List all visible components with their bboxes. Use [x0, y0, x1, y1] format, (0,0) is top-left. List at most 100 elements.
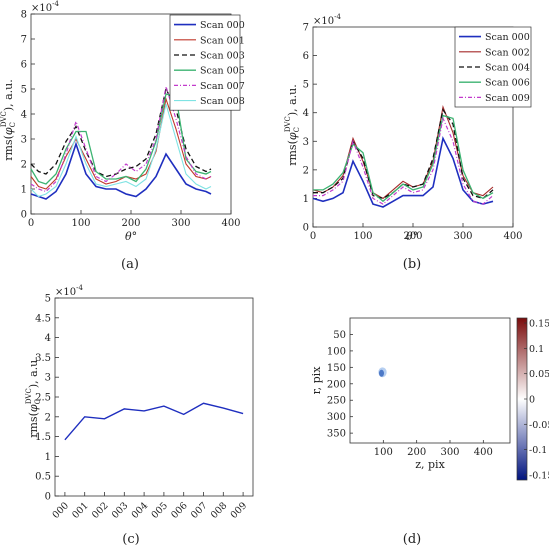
b-ytick-label-4: 4	[303, 108, 309, 119]
a-xtick-label-1: 100	[71, 218, 90, 229]
b-xtick-label-1: 100	[353, 231, 372, 242]
b-legend-label-3: Scan 006	[485, 78, 530, 89]
d-heatmap-area	[349, 317, 511, 444]
c-ytick-label-4: 2	[45, 412, 51, 423]
a-ytick-label-7: 7	[21, 35, 27, 46]
b-panel-label: (b)	[403, 257, 421, 272]
c-ytick-label-8: 4	[45, 333, 51, 344]
b-xtick-label-0: 0	[310, 231, 316, 242]
c-scale-factor: ×10-4	[55, 284, 83, 298]
c-ylabel-sup: DVC	[25, 388, 33, 404]
a-series-0	[30, 141, 212, 200]
a-xlabel-degree: °	[132, 230, 138, 243]
b-scale-prefix: ×10	[313, 16, 334, 27]
d-xtick-label-2: 300	[440, 447, 459, 458]
d-xlabel: z, pix	[415, 458, 445, 471]
c-xtick-label-2: 002	[90, 500, 111, 521]
b-series-1	[312, 104, 494, 200]
c-ytick-label-6: 3	[45, 373, 51, 384]
c-xtick-label-4: 004	[130, 500, 151, 521]
a-series-5	[30, 103, 212, 198]
c-ylabel-main: rms(	[27, 412, 40, 438]
b-legend-label-0: Scan 000	[485, 32, 530, 43]
c-ylabel-sub: C	[34, 399, 42, 404]
c-ylabel: rms(φCDVC), a.u.	[25, 356, 42, 438]
a-xtick-label-4: 400	[221, 218, 240, 229]
c-xtick-label-5: 005	[149, 500, 170, 521]
b-ylabel-sub: C	[293, 127, 301, 132]
b-ylabel: rms(φCDVC), a.u.	[284, 84, 301, 166]
d-colorbar-label-2: -0.05	[529, 420, 549, 431]
a-ylabel-sub: C	[9, 122, 17, 127]
c-panel-label: (c)	[122, 532, 139, 547]
d-xtick-label-1: 200	[407, 447, 426, 458]
a-xtick-label-3: 300	[171, 218, 190, 229]
c-ytick-label-10: 5	[45, 294, 51, 305]
a-xlabel: θ°	[125, 230, 137, 243]
d-ytick-label-6: 350	[327, 429, 346, 440]
c-ytick-label-7: 3.5	[35, 353, 51, 364]
d-colorbar-label-1: -0.1	[529, 445, 547, 456]
b-series-4	[313, 116, 494, 205]
b-series-3	[313, 114, 494, 203]
d-ytick-label-1: 100	[327, 346, 346, 357]
a-legend-label-5: Scan 008	[200, 96, 245, 107]
b-ylabel-tail: ), a.u.	[286, 84, 299, 116]
a-legend-label-1: Scan 001	[200, 35, 245, 46]
d-colorbar-label-4: 0.05	[529, 369, 549, 380]
c-ytick-label-1: 0.5	[35, 472, 51, 483]
c-ytick-label-5: 2.5	[35, 393, 51, 404]
b-xlabel-theta: θ	[406, 230, 413, 243]
a-ylabel-tail: ), a.u.	[2, 79, 15, 111]
a-legend-label-4: Scan 007	[200, 81, 245, 92]
c-ytick-label-3: 1.5	[35, 432, 51, 443]
c-xtick-label-3: 003	[110, 500, 131, 521]
a-ytick-label-5: 5	[21, 85, 27, 96]
b-scale-exp: -4	[334, 13, 341, 21]
b-ylabel-sup: DVC	[284, 116, 292, 132]
d-colorbar-label-5: 0.1	[529, 344, 544, 355]
b-series-0	[312, 135, 494, 208]
a-panel-label: (a)	[121, 257, 139, 272]
b-legend-label-4: Scan 009	[485, 93, 530, 104]
d-ytick-label-4: 250	[327, 396, 346, 407]
b-ylabel-main: rms(	[286, 140, 299, 166]
a-legend-label-0: Scan 000	[200, 20, 245, 31]
d-ytick-label-0: 50	[333, 330, 346, 341]
d-panel-label: (d)	[403, 532, 421, 547]
a-series-2	[30, 87, 212, 178]
a-xlabel-theta: θ	[125, 230, 132, 243]
a-xtick-label-0: 0	[28, 218, 34, 229]
b-ytick-label-6: 6	[303, 51, 309, 62]
a-ylabel-phi: φ	[2, 127, 15, 135]
c-xtick-label-6: 006	[169, 500, 190, 521]
a-scale-factor: ×10-4	[31, 0, 59, 14]
a-ytick-label-3: 3	[21, 135, 27, 146]
a-scale-exp: -4	[52, 0, 59, 8]
b-ytick-label-3: 3	[303, 137, 309, 148]
d-xtick-label-0: 100	[374, 447, 393, 458]
b-xlabel-degree: °	[413, 230, 419, 243]
c-xtick-label-1: 001	[70, 500, 91, 521]
a-legend-label-3: Scan 005	[200, 66, 245, 77]
c-xtick-label-7: 007	[189, 500, 210, 521]
d-ytick-label-5: 300	[327, 412, 346, 423]
c-xtick-label-0: 000	[50, 500, 71, 521]
b-ytick-label-2: 2	[303, 165, 309, 176]
b-xtick-label-3: 300	[453, 231, 472, 242]
b-ytick-label-5: 5	[303, 80, 309, 91]
c-series-0	[64, 402, 244, 441]
c-xtick-label-9: 009	[229, 500, 250, 521]
a-ytick-label-6: 6	[21, 60, 27, 71]
a-series-4	[30, 86, 212, 193]
b-ytick-label-1: 1	[303, 194, 309, 205]
a-legend	[169, 14, 241, 111]
d-feature-core	[379, 369, 384, 377]
c-plot-frame	[54, 297, 254, 497]
a-ytick-label-0: 0	[21, 210, 27, 221]
c-ytick-label-9: 4.5	[35, 313, 51, 324]
d-ylabel: r, pix	[310, 366, 323, 395]
d-colorbar-label-3: 0	[529, 395, 535, 406]
c-ylabel-phi: φ	[27, 404, 40, 412]
